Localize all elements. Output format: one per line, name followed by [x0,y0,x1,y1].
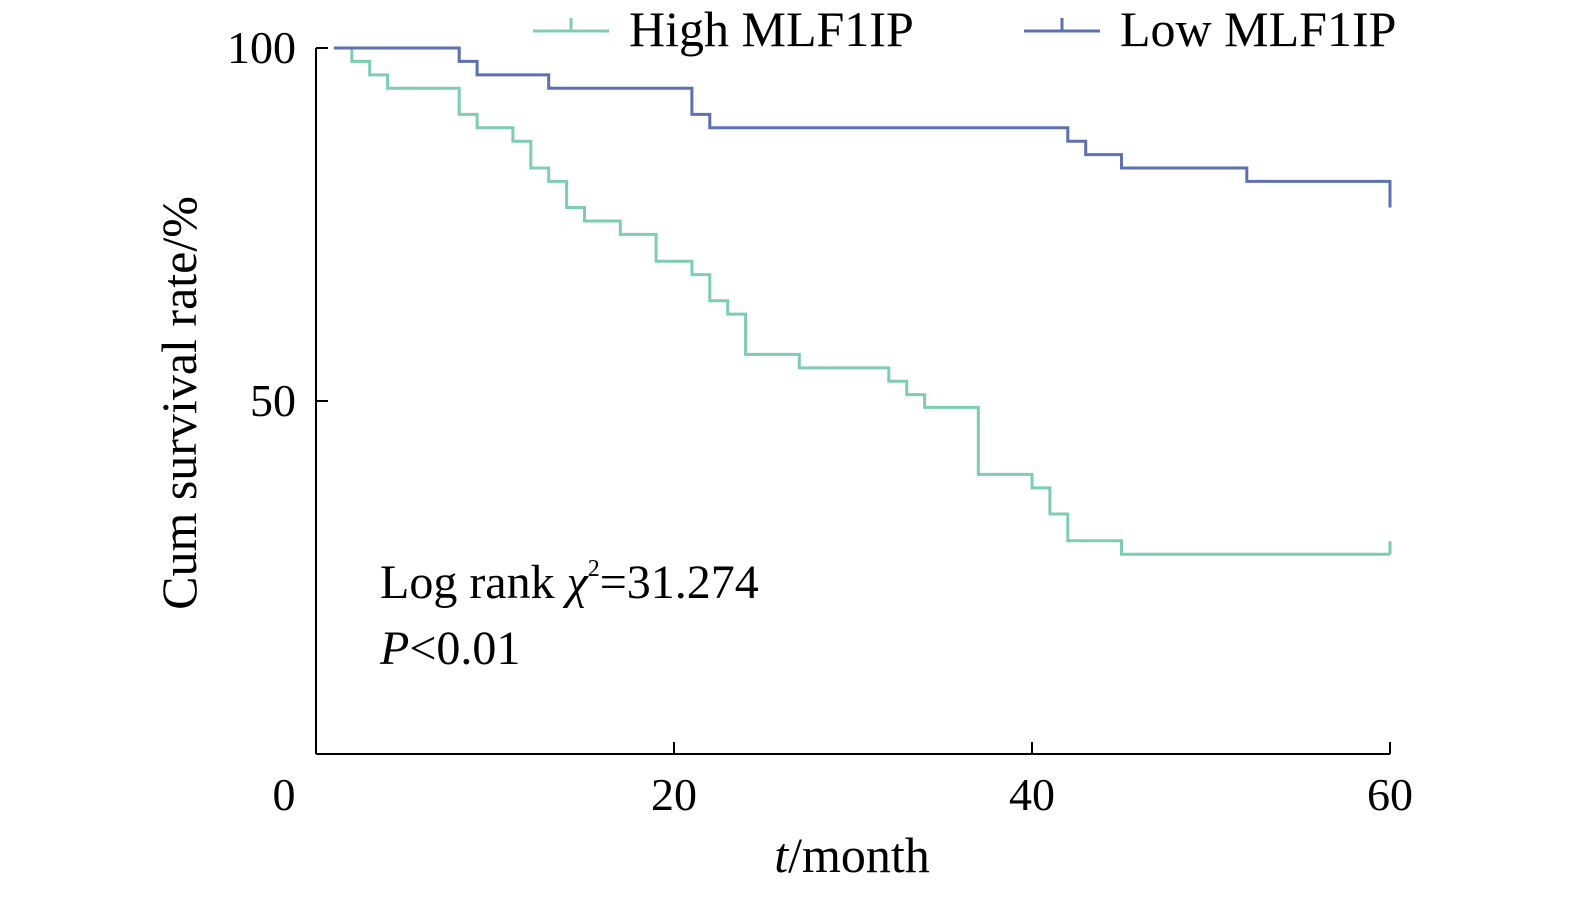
chi-symbol: χ [563,556,590,609]
x-tick-label: 60 [1367,769,1413,820]
y-ticks: 50 100 [227,22,328,426]
x-tick-label: 20 [651,769,697,820]
axes: 50 100 0 20 40 60 [227,22,1413,820]
p-symbol: P [379,622,409,675]
chi-superscript: 2 [588,556,600,582]
x-ticks: 0 20 40 60 [273,742,1413,820]
x-axis-title-rest: /month [788,827,930,883]
x-axis-title: t/month [774,827,930,883]
y-axis-title: Cum survival rate/% [151,196,207,610]
legend-label-high: High MLF1IP [629,1,914,57]
p-value: <0.01 [409,622,520,675]
series-layer [333,46,1392,556]
y-tick-label: 50 [250,375,296,426]
p-value-annotation: P<0.01 [379,622,520,675]
log-rank-prefix: Log rank [380,556,567,609]
legend-label-low: Low MLF1IP [1120,1,1396,57]
x-tick-label: 0 [273,769,296,820]
series-line-low [333,46,1392,208]
x-axis-title-italic: t [774,827,789,883]
log-rank-annotation: Log rank χ2=31.274 [380,556,759,609]
legend: High MLF1IP Low MLF1IP [533,1,1396,57]
y-tick-label: 100 [227,22,296,73]
series-line-high [333,46,1390,556]
x-tick-label: 40 [1009,769,1055,820]
log-rank-value: =31.274 [600,556,759,609]
